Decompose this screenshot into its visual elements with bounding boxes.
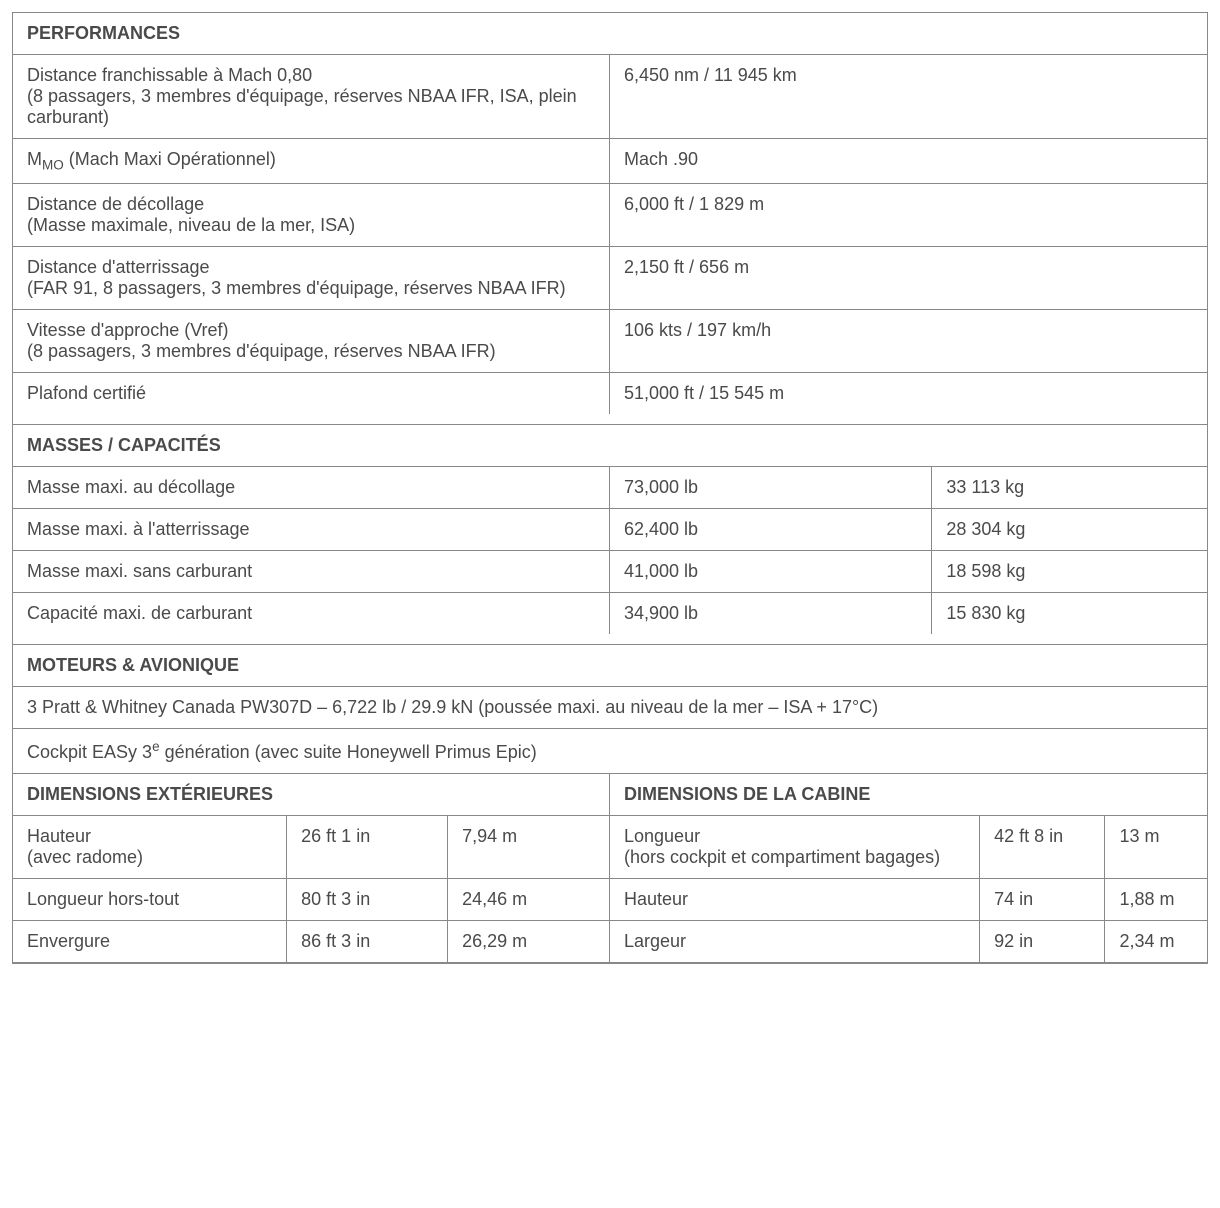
mot-header: MOTEURS & AVIONIQUE — [13, 645, 1207, 687]
dim-value-2: 1,88 m — [1105, 879, 1206, 920]
perf-header: PERFORMANCES — [13, 13, 1207, 55]
spacer — [13, 634, 1207, 645]
perf-label: MMO (Mach Maxi Opérationnel) — [13, 139, 610, 183]
dim-label: Largeur — [610, 921, 980, 962]
perf-label: Vitesse d'approche (Vref)(8 passagers, 3… — [13, 310, 610, 372]
dim-value-1: 26 ft 1 in — [287, 816, 448, 878]
dim-cab: DIMENSIONS DE LA CABINE Longueur(hors co… — [610, 774, 1207, 963]
perf-row: Distance de décollage(Masse maximale, ni… — [13, 184, 1207, 247]
cap-header: MASSES / CAPACITÉS — [13, 425, 1207, 467]
dim-value-1: 92 in — [980, 921, 1105, 962]
dim-row: Envergure86 ft 3 in26,29 m — [13, 921, 609, 963]
perf-label: Distance franchissable à Mach 0,80(8 pas… — [13, 55, 610, 138]
cap-lb: 73,000 lb — [610, 467, 932, 508]
spacer — [13, 414, 1207, 425]
cap-row: Masse maxi. au décollage73,000 lb33 113 … — [13, 467, 1207, 509]
cap-lb: 62,400 lb — [610, 509, 932, 550]
cap-kg: 33 113 kg — [932, 467, 1207, 508]
spec-table: PERFORMANCES Distance franchissable à Ma… — [12, 12, 1208, 964]
perf-row: Distance d'atterrissage(FAR 91, 8 passag… — [13, 247, 1207, 310]
dim-value-1: 80 ft 3 in — [287, 879, 448, 920]
perf-label: Distance d'atterrissage(FAR 91, 8 passag… — [13, 247, 610, 309]
dim-row: Largeur92 in2,34 m — [610, 921, 1207, 963]
dim-value-1: 42 ft 8 in — [980, 816, 1105, 878]
perf-value: 106 kts / 197 km/h — [610, 310, 1207, 372]
perf-label: Plafond certifié — [13, 373, 610, 414]
cap-kg: 18 598 kg — [932, 551, 1207, 592]
dim-value-1: 86 ft 3 in — [287, 921, 448, 962]
dim-value-2: 2,34 m — [1105, 921, 1206, 962]
dim-ext-header: DIMENSIONS EXTÉRIEURES — [13, 774, 609, 816]
dim-row: Hauteur(avec radome)26 ft 1 in7,94 m — [13, 816, 609, 879]
dim-ext: DIMENSIONS EXTÉRIEURES Hauteur(avec rado… — [13, 774, 610, 963]
dim-label: Longueur hors-tout — [13, 879, 287, 920]
perf-value: 51,000 ft / 15 545 m — [610, 373, 1207, 414]
dim-value-2: 13 m — [1105, 816, 1206, 878]
dim-label: Hauteur — [610, 879, 980, 920]
cap-label: Masse maxi. au décollage — [13, 467, 610, 508]
perf-label: Distance de décollage(Masse maximale, ni… — [13, 184, 610, 246]
cap-label: Masse maxi. à l'atterrissage — [13, 509, 610, 550]
dim-value-2: 7,94 m — [448, 816, 609, 878]
dim-row: Hauteur74 in1,88 m — [610, 879, 1207, 921]
dim-value-1: 74 in — [980, 879, 1105, 920]
dim-split: DIMENSIONS EXTÉRIEURES Hauteur(avec rado… — [13, 773, 1207, 963]
perf-value: 2,150 ft / 656 m — [610, 247, 1207, 309]
perf-row: Plafond certifié51,000 ft / 15 545 m — [13, 373, 1207, 414]
perf-row: MMO (Mach Maxi Opérationnel)Mach .90 — [13, 139, 1207, 184]
cap-row: Masse maxi. sans carburant41,000 lb18 59… — [13, 551, 1207, 593]
cap-kg: 15 830 kg — [932, 593, 1207, 634]
cap-lb: 41,000 lb — [610, 551, 932, 592]
cap-label: Capacité maxi. de carburant — [13, 593, 610, 634]
cap-lb: 34,900 lb — [610, 593, 932, 634]
dim-label: Envergure — [13, 921, 287, 962]
dim-label: Longueur(hors cockpit et compartiment ba… — [610, 816, 980, 878]
dim-row: Longueur hors-tout80 ft 3 in24,46 m — [13, 879, 609, 921]
perf-row: Distance franchissable à Mach 0,80(8 pas… — [13, 55, 1207, 139]
dim-value-2: 24,46 m — [448, 879, 609, 920]
cap-label: Masse maxi. sans carburant — [13, 551, 610, 592]
perf-value: 6,450 nm / 11 945 km — [610, 55, 1207, 138]
perf-value: Mach .90 — [610, 139, 1207, 183]
cap-row: Masse maxi. à l'atterrissage62,400 lb28 … — [13, 509, 1207, 551]
perf-value: 6,000 ft / 1 829 m — [610, 184, 1207, 246]
mot-line: 3 Pratt & Whitney Canada PW307D – 6,722 … — [13, 687, 1207, 729]
dim-cab-header: DIMENSIONS DE LA CABINE — [610, 774, 1207, 816]
dim-value-2: 26,29 m — [448, 921, 609, 962]
mot-line: Cockpit EASy 3e génération (avec suite H… — [13, 729, 1207, 773]
dim-label: Hauteur(avec radome) — [13, 816, 287, 878]
dim-row: Longueur(hors cockpit et compartiment ba… — [610, 816, 1207, 879]
cap-row: Capacité maxi. de carburant34,900 lb15 8… — [13, 593, 1207, 634]
perf-row: Vitesse d'approche (Vref)(8 passagers, 3… — [13, 310, 1207, 373]
cap-kg: 28 304 kg — [932, 509, 1207, 550]
